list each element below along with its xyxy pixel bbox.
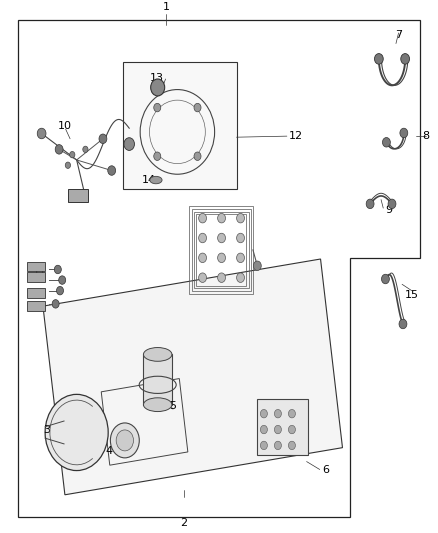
Circle shape [400, 128, 408, 138]
Circle shape [274, 425, 281, 434]
Bar [27, 272, 45, 281]
Circle shape [199, 233, 207, 243]
Circle shape [260, 425, 267, 434]
Circle shape [260, 441, 267, 450]
Circle shape [70, 151, 75, 158]
Circle shape [237, 253, 244, 263]
Circle shape [218, 213, 226, 223]
Circle shape [237, 213, 244, 223]
Circle shape [388, 199, 396, 208]
Circle shape [124, 138, 134, 150]
Circle shape [237, 273, 244, 282]
Text: 4: 4 [106, 446, 113, 456]
Bar [27, 301, 45, 311]
Circle shape [110, 423, 139, 458]
Text: 13: 13 [150, 73, 164, 83]
Circle shape [399, 319, 407, 329]
Circle shape [199, 273, 207, 282]
Text: 8: 8 [422, 131, 429, 141]
Circle shape [366, 199, 374, 208]
Bar [196, 214, 246, 286]
Ellipse shape [143, 348, 172, 361]
Circle shape [288, 409, 296, 418]
Text: 10: 10 [58, 121, 72, 131]
Bar [192, 209, 251, 291]
Circle shape [253, 261, 261, 271]
Circle shape [260, 409, 267, 418]
Bar [68, 189, 88, 203]
Ellipse shape [143, 398, 172, 411]
Text: 14: 14 [142, 175, 156, 185]
Circle shape [382, 138, 390, 147]
Circle shape [54, 265, 61, 274]
Circle shape [37, 128, 46, 139]
Circle shape [199, 213, 207, 223]
Circle shape [45, 394, 108, 471]
Circle shape [274, 409, 281, 418]
Circle shape [83, 146, 88, 152]
Circle shape [374, 54, 383, 64]
Polygon shape [43, 259, 343, 495]
Circle shape [116, 430, 134, 451]
Text: 2: 2 [180, 518, 187, 528]
Bar [189, 206, 253, 294]
Text: 1: 1 [163, 2, 170, 12]
Ellipse shape [150, 176, 162, 184]
Bar [27, 288, 45, 297]
Bar [194, 212, 249, 288]
Circle shape [99, 134, 107, 143]
Text: 11: 11 [32, 266, 46, 276]
Circle shape [154, 152, 161, 160]
Circle shape [237, 233, 244, 243]
Circle shape [218, 233, 226, 243]
Circle shape [381, 274, 389, 284]
Bar [27, 262, 45, 271]
Circle shape [199, 253, 207, 263]
Text: 3: 3 [43, 425, 50, 435]
Circle shape [218, 253, 226, 263]
Circle shape [401, 54, 410, 64]
Circle shape [218, 273, 226, 282]
Text: 5: 5 [170, 401, 177, 411]
Text: 15: 15 [405, 289, 419, 300]
Text: 6: 6 [322, 464, 329, 474]
Circle shape [288, 425, 296, 434]
Circle shape [55, 144, 63, 154]
Circle shape [57, 286, 64, 295]
Bar [123, 62, 237, 189]
Bar [257, 399, 307, 455]
Circle shape [194, 152, 201, 160]
Text: 12: 12 [289, 131, 303, 141]
Circle shape [65, 162, 71, 168]
Circle shape [274, 441, 281, 450]
Circle shape [194, 103, 201, 112]
Text: 7: 7 [395, 30, 402, 41]
Circle shape [288, 441, 296, 450]
Circle shape [52, 300, 59, 308]
Text: 9: 9 [385, 205, 392, 215]
Circle shape [108, 166, 116, 175]
Circle shape [59, 276, 66, 284]
Bar [143, 354, 172, 405]
Circle shape [154, 103, 161, 112]
Circle shape [151, 79, 165, 96]
